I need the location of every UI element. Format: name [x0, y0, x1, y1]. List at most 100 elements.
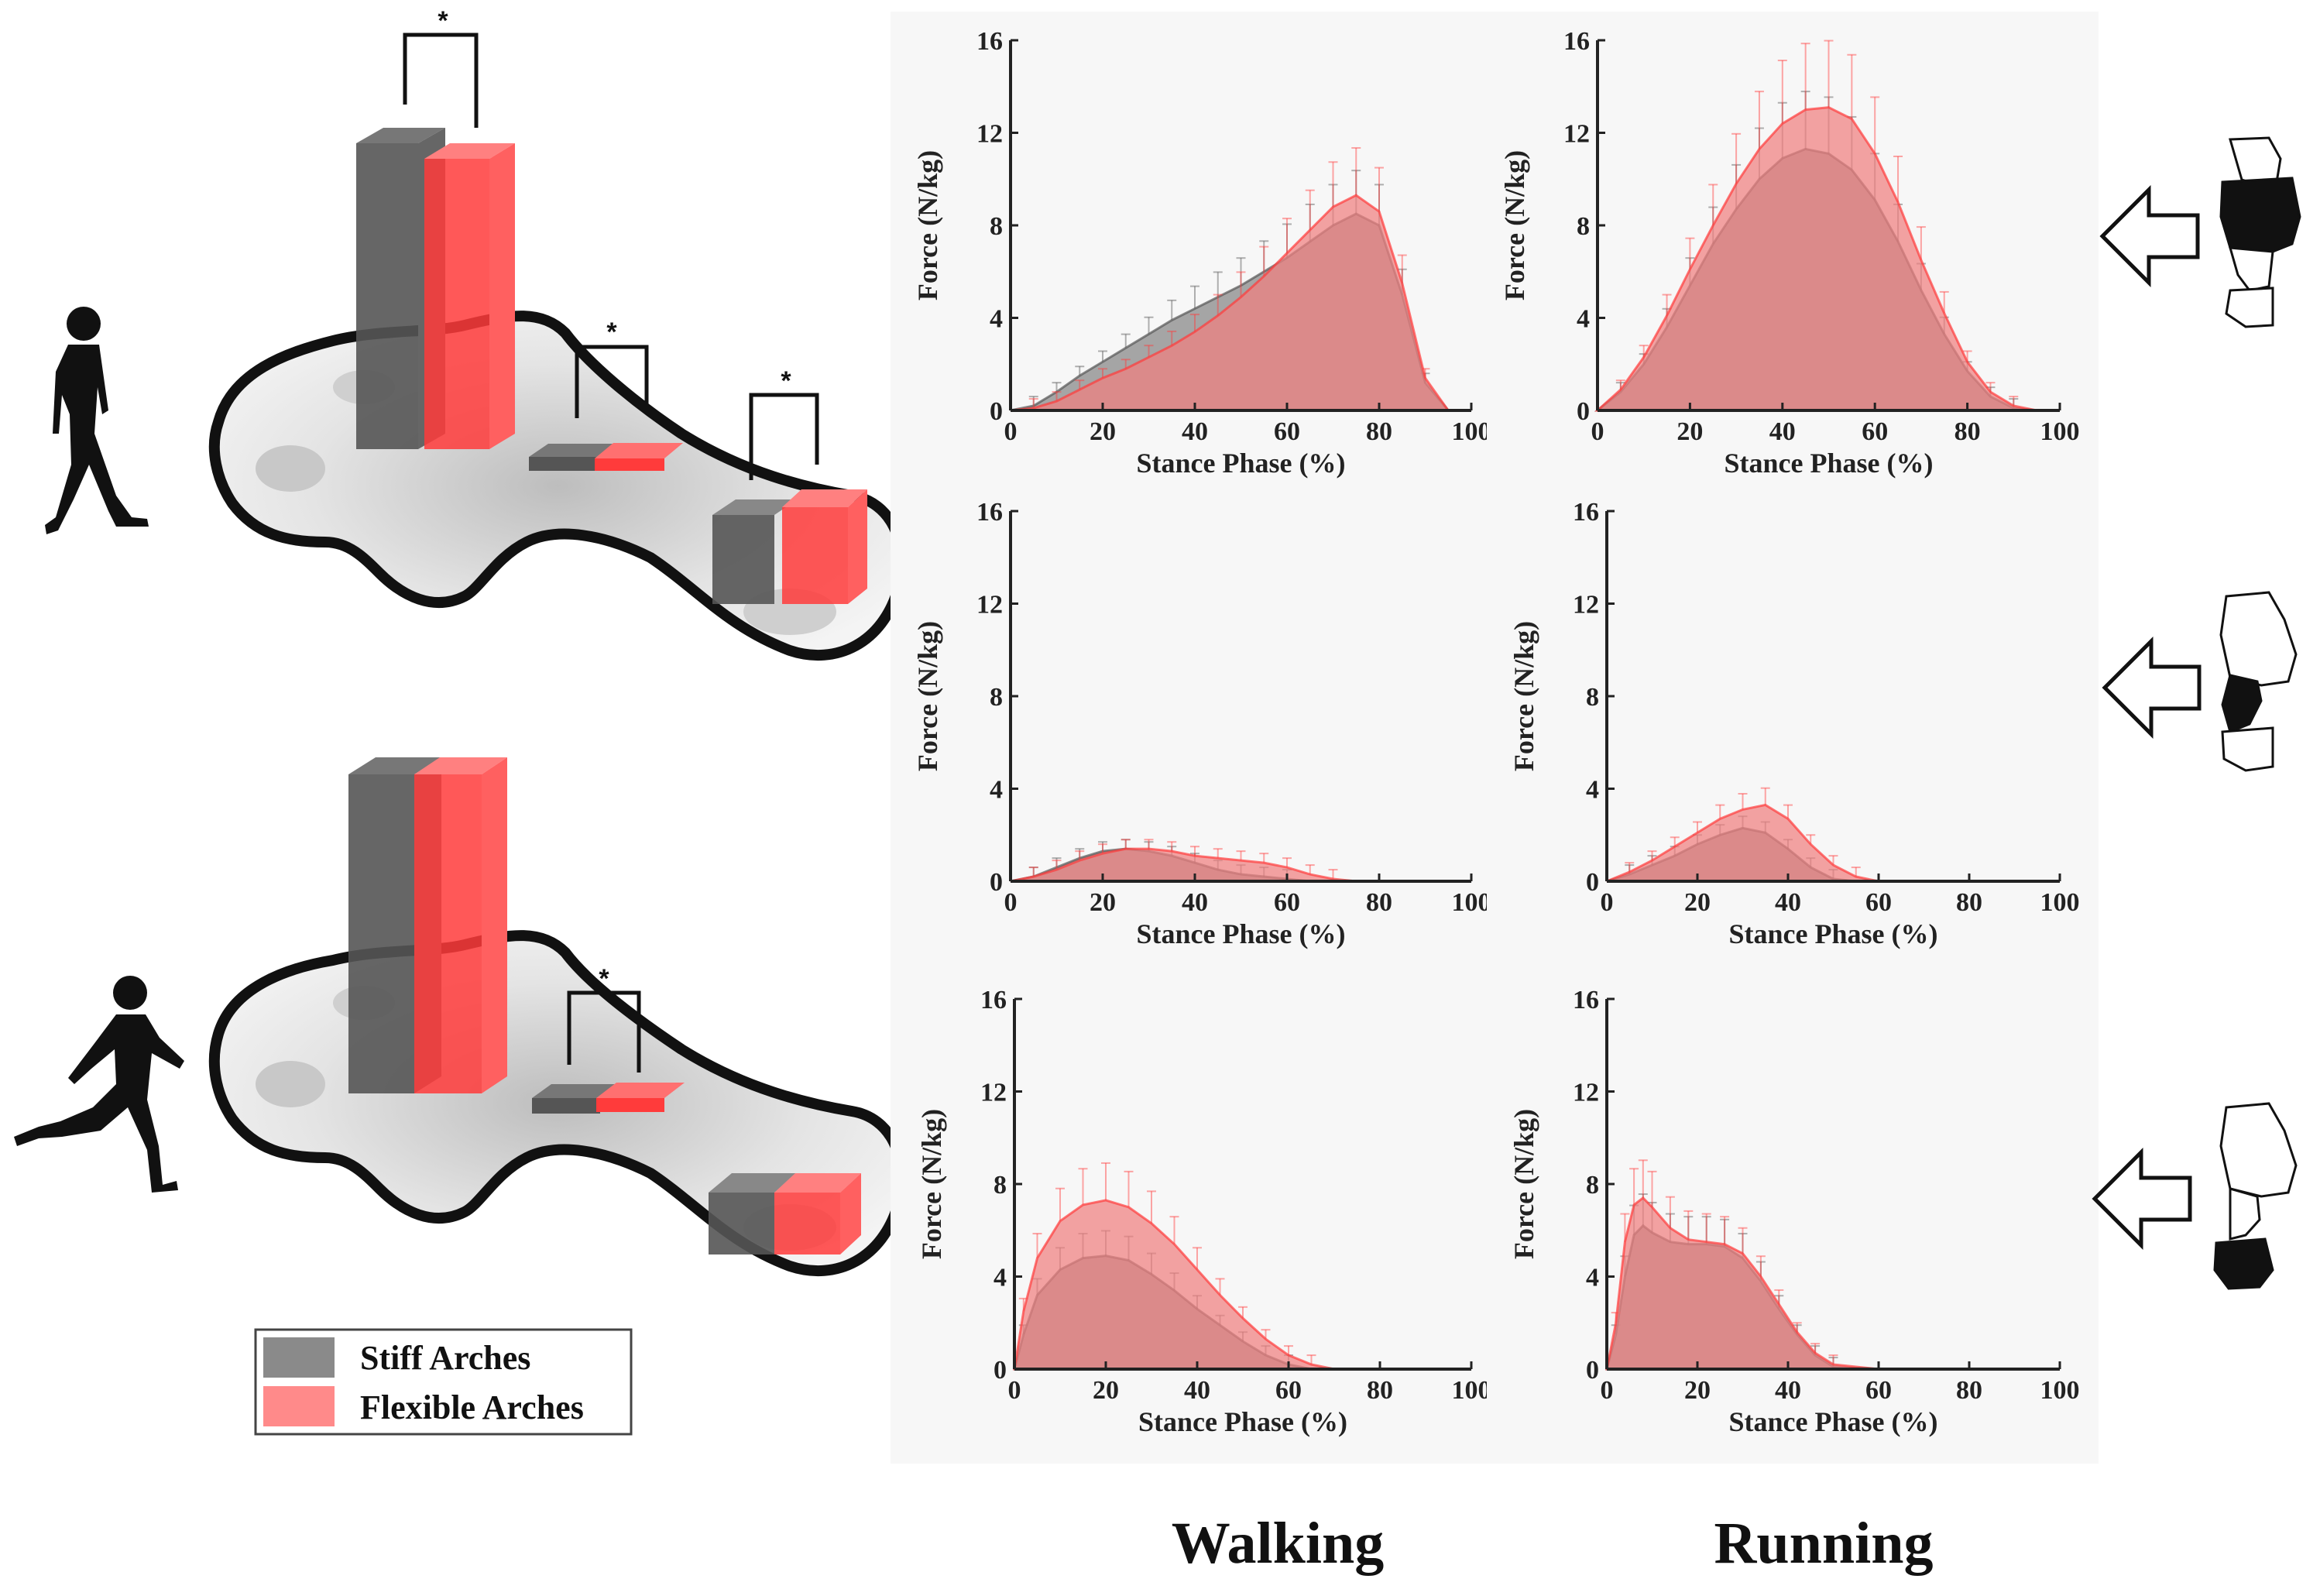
x-tick-label: 60	[1865, 888, 1892, 917]
foot-illustration-running: *	[208, 757, 908, 1277]
x-tick-label: 20	[1093, 1376, 1119, 1405]
chart-background	[1487, 976, 2099, 1464]
foot-pressure-spot	[256, 445, 325, 492]
x-tick-label: 80	[1366, 888, 1392, 917]
x-tick-label: 80	[1956, 888, 1982, 917]
legend-label-flexible: Flexible Arches	[360, 1388, 584, 1426]
legend-swatch-stiff	[263, 1337, 335, 1378]
y-tick-label: 4	[1586, 776, 1599, 805]
x-axis-label: Stance Phase (%)	[1725, 448, 1934, 479]
y-tick-label: 12	[976, 591, 1003, 620]
y-tick-label: 16	[976, 498, 1003, 527]
x-tick-label: 60	[1275, 1376, 1302, 1405]
bar-midfoot-flexible	[596, 1083, 685, 1112]
x-tick-label: 40	[1775, 1376, 1801, 1405]
x-tick-label: 40	[1769, 417, 1796, 446]
y-tick-label: 4	[990, 305, 1003, 334]
y-tick-label: 16	[976, 27, 1003, 56]
region-indicator-forefoot	[2099, 136, 2301, 328]
x-tick-label: 0	[1591, 417, 1604, 446]
significance-bracket-rearfoot	[749, 393, 819, 480]
chart-background	[1487, 488, 2099, 976]
significance-star: *	[606, 317, 617, 347]
walking-person-icon	[45, 307, 149, 534]
x-tick-label: 0	[1601, 1376, 1614, 1405]
x-tick-label: 80	[1954, 417, 1981, 446]
y-tick-label: 0	[1586, 868, 1599, 897]
bar-forefoot-flexible	[424, 143, 515, 449]
significance-star: *	[599, 964, 609, 994]
chart-panel-running-forefoot: 0 4 8 12 16 0 20 40 60 80 100 Stance Phase (%) Force…	[1487, 12, 2099, 499]
region-indicator-midfoot	[2102, 591, 2298, 772]
x-tick-label: 20	[1090, 888, 1116, 917]
y-tick-label: 0	[994, 1356, 1007, 1385]
bar-rearfoot-stiff	[712, 499, 798, 604]
y-tick-label: 12	[1573, 591, 1599, 620]
running-person-icon	[14, 976, 184, 1193]
y-tick-label: 4	[994, 1264, 1007, 1292]
x-tick-label: 20	[1684, 1376, 1711, 1405]
column-label-running: Running	[1714, 1511, 1933, 1576]
x-tick-label: 20	[1090, 417, 1116, 446]
x-tick-label: 40	[1184, 1376, 1210, 1405]
chart-background	[891, 488, 1502, 976]
y-tick-label: 8	[1586, 1171, 1599, 1200]
foot-pressure-spot	[256, 1061, 325, 1107]
bar-forefoot-flexible	[414, 757, 507, 1093]
area-series-flexible	[1594, 106, 2060, 412]
arrow-left-icon	[2102, 636, 2202, 740]
y-tick-label: 0	[990, 397, 1003, 426]
x-axis-label: Stance Phase (%)	[1729, 918, 1938, 949]
significance-bracket-midfoot	[567, 990, 641, 1073]
y-axis-label: Force (N/kg)	[912, 621, 943, 771]
y-tick-label: 4	[1577, 305, 1590, 334]
area-series-flexible	[1010, 194, 1471, 412]
legend: Stiff Arches Flexible Arches	[254, 1328, 633, 1436]
bar-midfoot-stiff	[532, 1084, 619, 1114]
bar-midfoot-stiff	[529, 444, 619, 471]
x-tick-label: 100	[2040, 888, 2080, 917]
y-tick-label: 16	[980, 986, 1007, 1014]
bar-rearfoot-stiff	[709, 1173, 798, 1254]
y-axis-label: Force (N/kg)	[1508, 1109, 1539, 1259]
x-tick-label: 60	[1274, 417, 1300, 446]
y-tick-label: 12	[976, 120, 1003, 149]
y-tick-label: 8	[994, 1171, 1007, 1200]
y-tick-label: 16	[1573, 498, 1599, 527]
foot-forefoot-region-icon	[2219, 136, 2301, 328]
foot-midfoot-region-icon	[2219, 591, 2298, 772]
chart-panel-running-rearfoot: 0 4 8 12 16 0 20 40 60 80 100 Stance Phase (%) Force…	[1487, 976, 2099, 1464]
significance-bracket-midfoot	[575, 345, 649, 418]
legend-swatch-flexible	[263, 1386, 335, 1426]
x-tick-label: 80	[1956, 1376, 1982, 1405]
x-axis-label: Stance Phase (%)	[1137, 918, 1346, 949]
x-tick-label: 0	[1004, 417, 1018, 446]
x-axis-label: Stance Phase (%)	[1138, 1406, 1347, 1437]
x-tick-label: 60	[1862, 417, 1888, 446]
y-tick-label: 12	[1563, 120, 1590, 149]
x-tick-label: 20	[1684, 888, 1711, 917]
x-tick-label: 100	[2040, 417, 2080, 446]
y-tick-label: 0	[1586, 1356, 1599, 1385]
y-tick-label: 8	[990, 683, 1003, 712]
x-tick-label: 100	[1452, 417, 1491, 446]
x-tick-label: 80	[1367, 1376, 1393, 1405]
x-tick-label: 20	[1677, 417, 1703, 446]
region-indicator-rearfoot	[2092, 1102, 2298, 1290]
arrow-left-icon	[2092, 1147, 2192, 1251]
x-tick-label: 60	[1274, 888, 1300, 917]
chart-background	[891, 976, 1502, 1464]
significance-bracket-forefoot	[403, 33, 479, 128]
x-tick-label: 0	[1601, 888, 1614, 917]
chart-panel-running-midfoot: 0 4 8 12 16 0 20 40 60 80 100 Stance Phase (%) Force…	[1487, 488, 2099, 976]
legend-label-stiff: Stiff Arches	[360, 1339, 530, 1377]
x-tick-label: 40	[1775, 888, 1801, 917]
y-axis-label: Force (N/kg)	[916, 1109, 947, 1259]
x-tick-label: 100	[2040, 1376, 2080, 1405]
significance-star: *	[781, 366, 791, 396]
x-tick-label: 40	[1182, 888, 1208, 917]
y-tick-label: 0	[990, 868, 1003, 897]
chart-panel-walking-rearfoot: 0 4 8 12 16 0 20 40 60 80 100 Stance Phase (%) Force…	[891, 976, 1502, 1464]
